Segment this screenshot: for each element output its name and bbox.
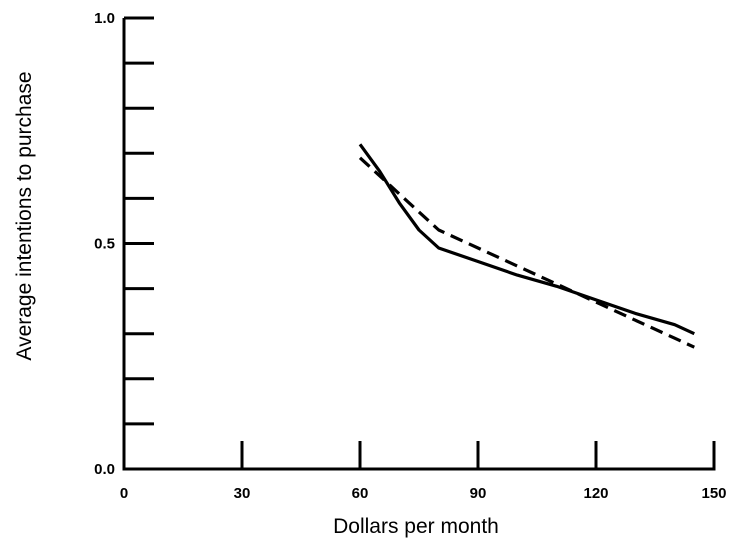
solid-series-line [358, 143, 695, 336]
y-axis-title: Average intentions to purchase [13, 71, 36, 360]
x-tick-label: 90 [470, 485, 487, 502]
ticks [124, 16, 716, 469]
x-tick-label: 30 [234, 485, 251, 502]
tick-labels: 0 30 60 90 120 150 0.0 0.5 1.0 [94, 10, 726, 502]
x-tick-label: 0 [120, 485, 128, 502]
y-tick-label: 0.5 [94, 236, 115, 253]
x-tick-label: 150 [701, 485, 726, 502]
dashed-series-line [358, 156, 695, 349]
y-tick-label: 1.0 [94, 10, 115, 27]
series [358, 143, 695, 349]
x-tick-label: 120 [583, 485, 608, 502]
x-tick-label: 60 [352, 485, 369, 502]
axes [122, 18, 716, 471]
y-tick-label: 0.0 [94, 461, 115, 478]
x-axis-title: Dollars per month [333, 515, 499, 538]
